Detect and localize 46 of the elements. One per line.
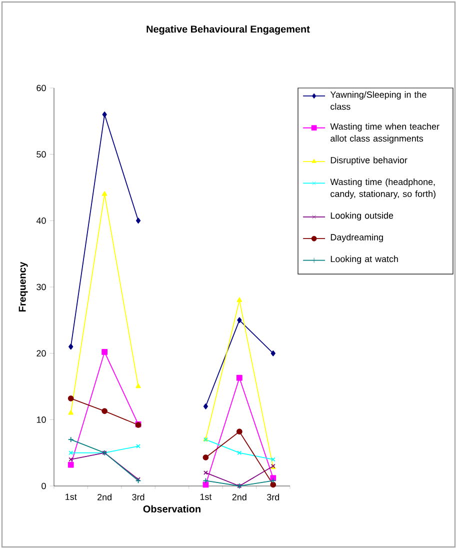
- x-tick-label: 3rd: [132, 494, 144, 500]
- point: [270, 482, 276, 488]
- point: [136, 444, 140, 448]
- x-tick-label: 2nd: [98, 494, 112, 500]
- y-tick-label: 50: [36, 151, 46, 158]
- x-axis-title: Observation: [143, 505, 200, 513]
- point: [203, 470, 208, 475]
- point: [237, 450, 242, 456]
- chart-title: Negative Behavioural Engagement: [146, 25, 310, 35]
- x-tick-label: 3rd: [267, 494, 280, 500]
- point: [68, 395, 74, 402]
- point: [102, 112, 107, 118]
- legend-label: Wasting time when teacher allot class assignments: [330, 123, 440, 144]
- y-axis-title: Frequency: [18, 262, 28, 312]
- point: [102, 349, 108, 355]
- point: [136, 218, 141, 224]
- legend-label: Wasting time (headphone, candy, stationary, so forth): [330, 178, 436, 199]
- x-tick-label: 2nd: [232, 494, 246, 500]
- legend-label: Daydreaming: [330, 234, 383, 242]
- point: [68, 344, 74, 350]
- y-tick-label: 0: [42, 482, 46, 490]
- y-tick-label: 40: [36, 217, 46, 224]
- x-tick-label: 1st: [66, 494, 77, 500]
- point: [236, 374, 242, 381]
- x-tick-label: 1st: [200, 494, 212, 500]
- point: [237, 317, 242, 324]
- y-tick-label: 20: [36, 350, 46, 357]
- legend-label: Looking at watch: [330, 256, 398, 264]
- point: [68, 410, 74, 415]
- point: [102, 191, 108, 196]
- y-tick-label: 10: [36, 416, 46, 423]
- point: [68, 462, 74, 468]
- point: [202, 454, 209, 460]
- legend-label: Yawning/Sleeping in the class: [330, 91, 426, 110]
- point: [202, 482, 209, 488]
- point: [102, 408, 108, 414]
- y-tick-label: 60: [36, 84, 46, 92]
- point: [203, 403, 208, 410]
- legend-label: Disruptive behavior: [330, 156, 408, 166]
- point: [236, 297, 242, 302]
- y-tick-label: 30: [36, 284, 46, 290]
- point: [136, 384, 141, 388]
- point: [270, 350, 276, 356]
- point: [236, 428, 242, 435]
- point: [202, 478, 209, 484]
- legend-label: Looking outside: [330, 212, 394, 220]
